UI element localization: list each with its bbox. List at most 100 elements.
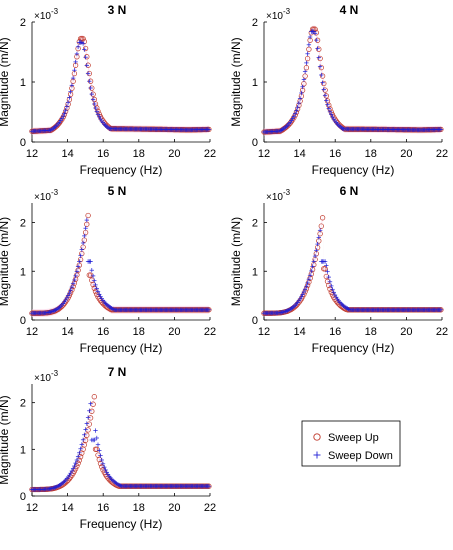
data-point-sweep-down — [307, 34, 313, 40]
exponent-power: -3 — [51, 7, 59, 16]
data-point-sweep-down — [73, 273, 78, 279]
series-sweep-down — [29, 40, 212, 134]
data-point-sweep-down — [306, 42, 312, 47]
x-tick-label: 16 — [97, 148, 109, 160]
data-point-sweep-down — [324, 98, 329, 103]
series-sweep-down — [261, 29, 444, 135]
data-point-sweep-down — [315, 46, 320, 51]
y-axis-label: Magnitude (m/N) — [229, 37, 243, 126]
y-tick-label: 0 — [252, 137, 258, 149]
data-point-sweep-down — [301, 77, 307, 82]
data-point-sweep-up — [85, 212, 91, 219]
y-tick-label: 1 — [20, 444, 26, 456]
data-point-sweep-down — [306, 277, 312, 282]
y-tick-label: 0 — [20, 491, 26, 503]
confidence-band — [32, 211, 209, 318]
data-point-sweep-down — [311, 259, 316, 264]
data-point-sweep-down — [316, 55, 321, 60]
y-tick-label: 1 — [20, 77, 26, 89]
series-sweep-up — [261, 26, 444, 135]
exponent-power: -3 — [51, 188, 59, 197]
data-point-sweep-down — [321, 87, 326, 92]
data-point-sweep-down — [69, 284, 75, 290]
exponent-label: ×10-3 — [34, 7, 59, 22]
data-point-sweep-down — [310, 264, 315, 269]
x-tick-label: 18 — [133, 502, 145, 514]
data-point-sweep-down — [87, 408, 92, 413]
data-point-sweep-down — [206, 307, 212, 312]
exponent-label: ×10-3 — [266, 7, 291, 22]
data-point-sweep-down — [94, 109, 99, 114]
y-axis-label: Magnitude (m/N) — [0, 217, 11, 306]
data-point-sweep-down — [74, 269, 80, 274]
data-point-sweep-up — [322, 266, 328, 272]
x-tick-label: 16 — [329, 148, 341, 160]
data-point-sweep-down — [73, 460, 78, 466]
data-point-sweep-down — [304, 60, 309, 66]
data-point-sweep-down — [84, 421, 89, 426]
subplot-title: 4 N — [340, 3, 359, 17]
y-tick-label: 2 — [20, 17, 26, 29]
data-point-sweep-down — [324, 263, 329, 268]
subplot-title: 7 N — [108, 365, 127, 379]
data-point-sweep-down — [77, 450, 82, 455]
data-point-sweep-up — [84, 54, 90, 60]
data-point-sweep-down — [70, 466, 76, 471]
data-point-sweep-down — [438, 127, 444, 132]
data-point-sweep-down — [294, 108, 299, 113]
data-point-sweep-down — [302, 69, 308, 74]
confidence-band — [32, 394, 209, 492]
data-point-sweep-up — [80, 36, 86, 42]
data-point-sweep-down — [103, 467, 108, 473]
data-point-sweep-down — [327, 279, 333, 284]
data-point-sweep-down — [72, 277, 77, 283]
data-point-sweep-down — [84, 217, 89, 223]
x-tick-label: 20 — [168, 326, 180, 338]
confidence-band — [264, 25, 441, 136]
data-point-sweep-down — [88, 401, 93, 406]
data-point-sweep-down — [93, 282, 98, 288]
x-tick-label: 12 — [26, 326, 38, 338]
data-point-sweep-down — [302, 287, 308, 292]
data-point-sweep-down — [89, 268, 94, 273]
x-tick-label: 14 — [61, 326, 73, 338]
data-point-sweep-down — [300, 292, 305, 297]
data-point-sweep-down — [69, 83, 75, 88]
data-point-sweep-down — [89, 91, 94, 97]
exponent-label: ×10-3 — [34, 369, 59, 384]
series-sweep-up — [261, 215, 444, 316]
series-sweep-down — [29, 217, 212, 316]
x-tick-label: 12 — [26, 502, 38, 514]
y-axis-label: Magnitude (m/N) — [0, 37, 11, 126]
x-axis-label: Frequency (Hz) — [312, 341, 395, 355]
legend-sweep-down-label: Sweep Down — [328, 450, 393, 462]
data-point-sweep-down — [331, 290, 336, 295]
data-point-sweep-down — [77, 259, 82, 264]
data-point-sweep-down — [78, 446, 83, 451]
data-point-sweep-down — [317, 228, 323, 233]
y-tick-label: 2 — [20, 218, 26, 230]
data-point-sweep-down — [326, 106, 331, 111]
data-point-sweep-down — [299, 90, 304, 96]
data-point-sweep-up — [318, 64, 324, 71]
data-point-sweep-down — [74, 51, 80, 57]
x-tick-label: 16 — [97, 502, 109, 514]
data-point-sweep-down — [312, 253, 318, 259]
data-point-sweep-down — [61, 113, 66, 119]
y-tick-label: 2 — [20, 398, 26, 410]
x-tick-label: 14 — [293, 326, 305, 338]
data-point-sweep-down — [296, 100, 302, 106]
data-point-sweep-down — [325, 102, 330, 107]
data-point-sweep-down — [301, 289, 307, 295]
data-point-sweep-down — [64, 295, 70, 301]
x-tick-label: 18 — [365, 148, 377, 160]
data-point-sweep-down — [322, 93, 328, 98]
subplot-title: 6 N — [340, 184, 359, 198]
data-point-sweep-down — [88, 85, 93, 91]
series-sweep-up — [29, 394, 212, 493]
x-tick-label: 18 — [133, 148, 145, 160]
